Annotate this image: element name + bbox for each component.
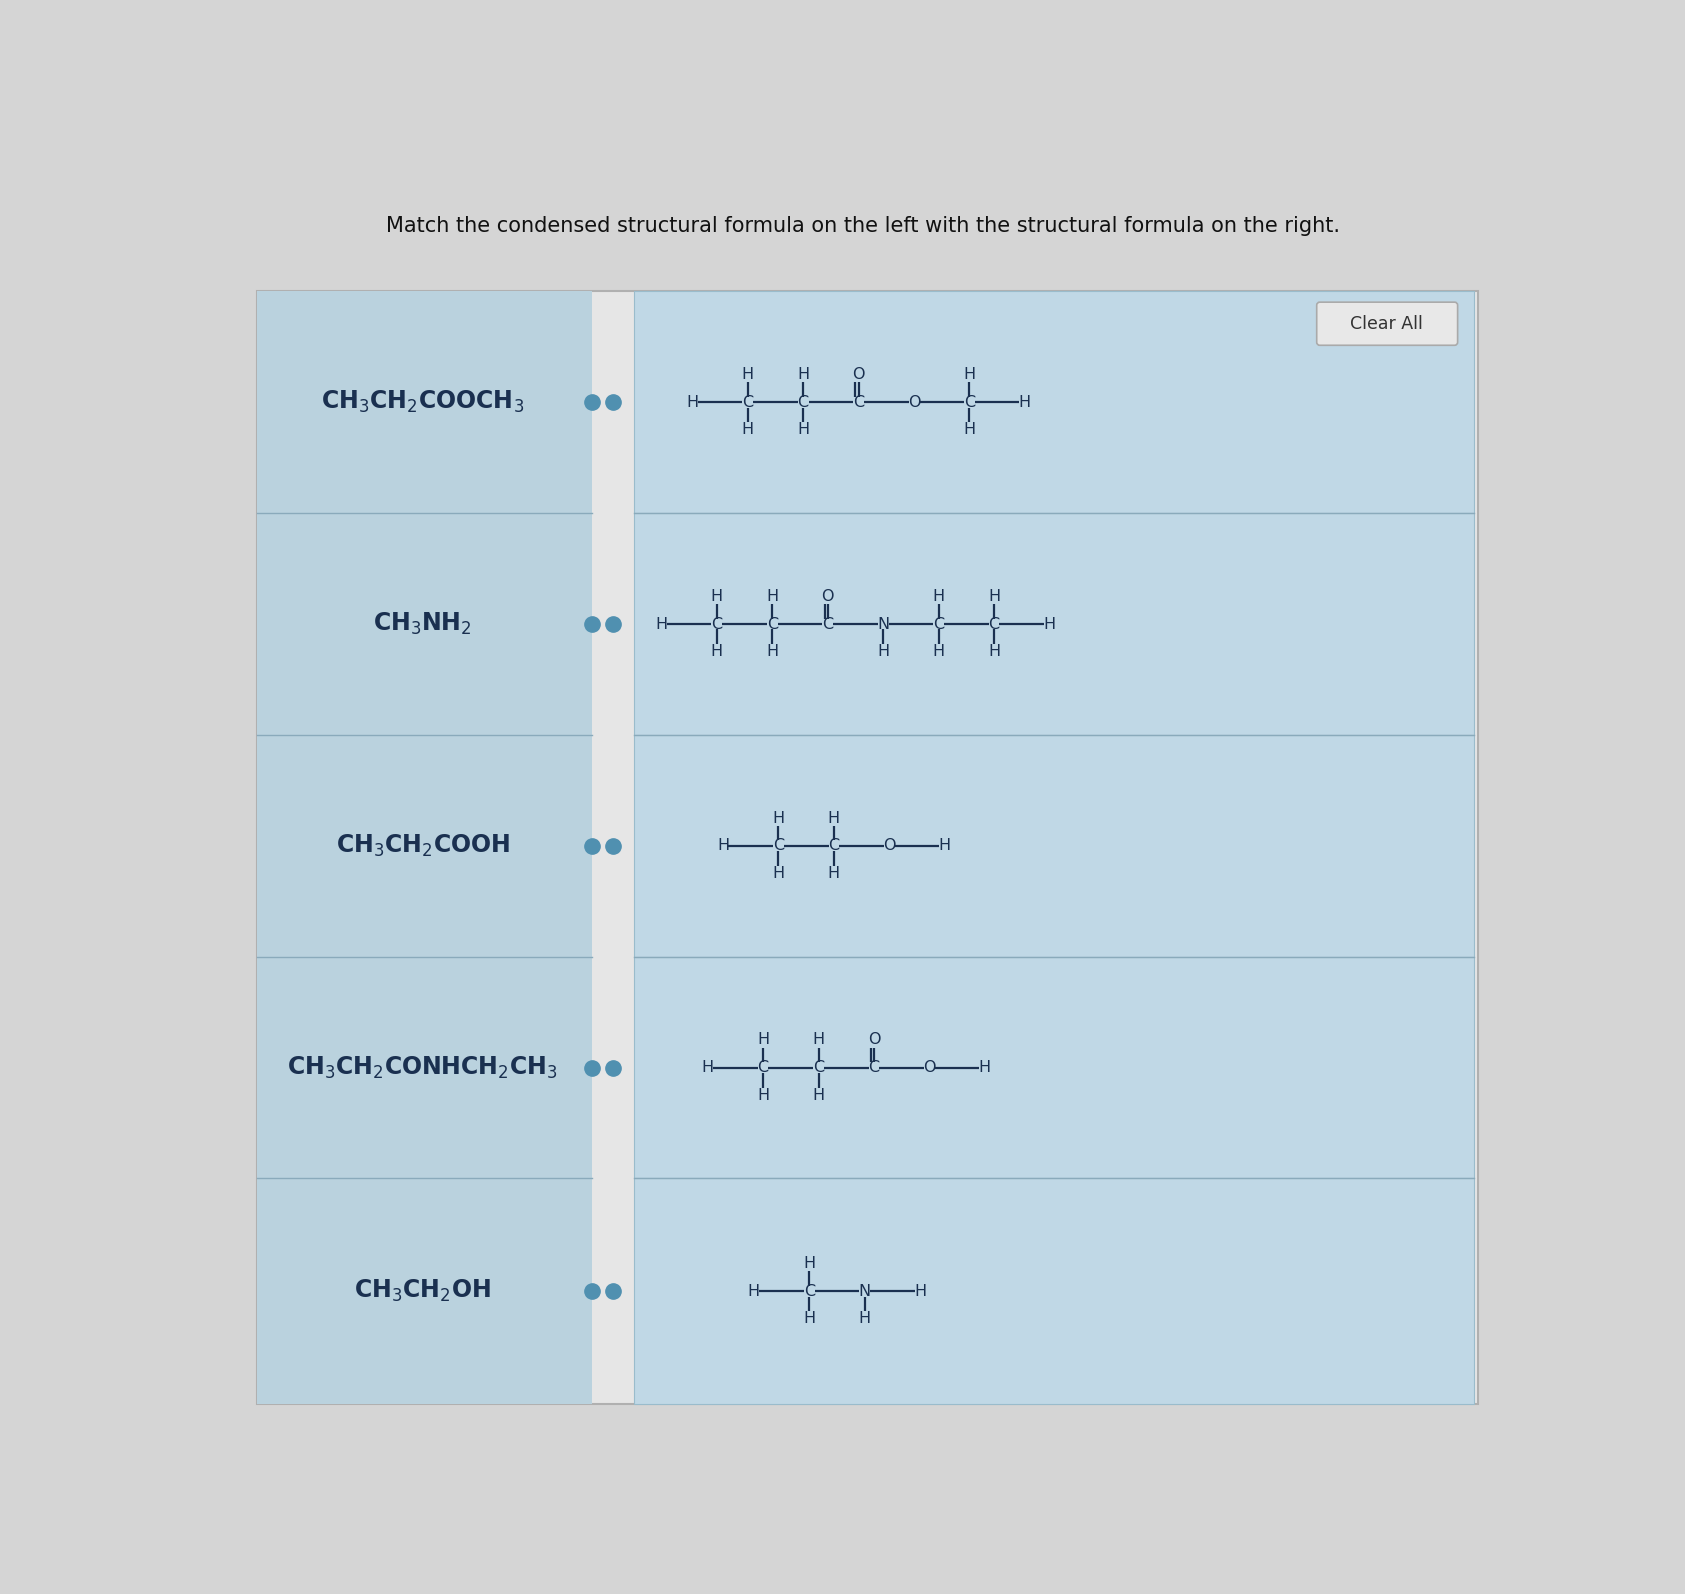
Text: H: H [797,422,809,437]
Text: C: C [741,395,753,410]
Text: C: C [853,395,864,410]
Bar [635,292,1474,513]
Text: CH$_3$CH$_2$COOCH$_3$: CH$_3$CH$_2$COOCH$_3$ [322,389,524,416]
Text: C: C [767,617,778,631]
Bar [258,513,591,735]
Text: H: H [804,1312,816,1326]
Bar [258,1178,591,1404]
Text: Match the condensed structural formula on the left with the structural formula o: Match the condensed structural formula o… [386,215,1340,236]
Text: C: C [797,395,809,410]
Text: H: H [748,1283,760,1299]
Text: C: C [868,1060,880,1074]
Text: CH$_3$NH$_2$: CH$_3$NH$_2$ [374,611,472,638]
Bar [258,292,591,513]
Text: H: H [772,866,785,881]
Text: H: H [979,1060,991,1074]
Text: H: H [1019,395,1031,410]
Text: O: O [868,1033,880,1047]
Text: H: H [741,367,753,383]
Text: H: H [686,395,698,410]
Text: H: H [913,1283,927,1299]
Text: H: H [711,644,723,660]
Bar [258,735,591,956]
Text: H: H [711,588,723,604]
Text: C: C [933,617,944,631]
Text: C: C [758,1060,768,1074]
Text: H: H [812,1087,824,1103]
Text: CH$_3$CH$_2$OH: CH$_3$CH$_2$OH [354,1278,490,1304]
Text: C: C [812,1060,824,1074]
Text: C: C [804,1283,816,1299]
Text: H: H [757,1033,768,1047]
Text: N: N [878,617,890,631]
Text: C: C [989,617,999,631]
Text: C: C [711,617,723,631]
Text: H: H [964,367,976,383]
Text: H: H [767,588,778,604]
Text: O: O [908,395,920,410]
Text: H: H [812,1033,824,1047]
Text: H: H [939,838,950,853]
Text: C: C [773,838,784,853]
Bar [258,956,591,1178]
Bar [635,1178,1474,1404]
FancyBboxPatch shape [1316,303,1458,346]
Text: Clear All: Clear All [1350,314,1424,333]
Text: H: H [772,811,785,826]
Text: H: H [987,588,1001,604]
Bar [635,956,1474,1178]
Text: O: O [923,1060,935,1074]
Text: H: H [932,588,945,604]
Text: C: C [829,838,839,853]
Text: H: H [767,644,778,660]
Text: H: H [964,422,976,437]
Text: H: H [741,422,753,437]
Text: C: C [964,395,976,410]
Text: H: H [701,1060,714,1074]
Text: O: O [883,838,896,853]
Text: H: H [827,811,841,826]
Text: N: N [859,1283,871,1299]
Text: H: H [757,1087,768,1103]
Text: H: H [804,1256,816,1270]
Text: H: H [655,617,667,631]
Text: H: H [1043,617,1055,631]
Text: H: H [859,1312,871,1326]
Bar [635,735,1474,956]
Bar [635,513,1474,735]
Text: H: H [932,644,945,660]
Text: CH$_3$CH$_2$CONHCH$_2$CH$_3$: CH$_3$CH$_2$CONHCH$_2$CH$_3$ [288,1055,558,1081]
Text: H: H [718,838,730,853]
Text: O: O [853,367,864,383]
Text: H: H [878,644,890,660]
Text: H: H [797,367,809,383]
Text: CH$_3$CH$_2$COOH: CH$_3$CH$_2$COOH [335,832,511,859]
Text: H: H [827,866,841,881]
Text: H: H [987,644,1001,660]
Text: C: C [822,617,834,631]
Text: O: O [822,588,834,604]
